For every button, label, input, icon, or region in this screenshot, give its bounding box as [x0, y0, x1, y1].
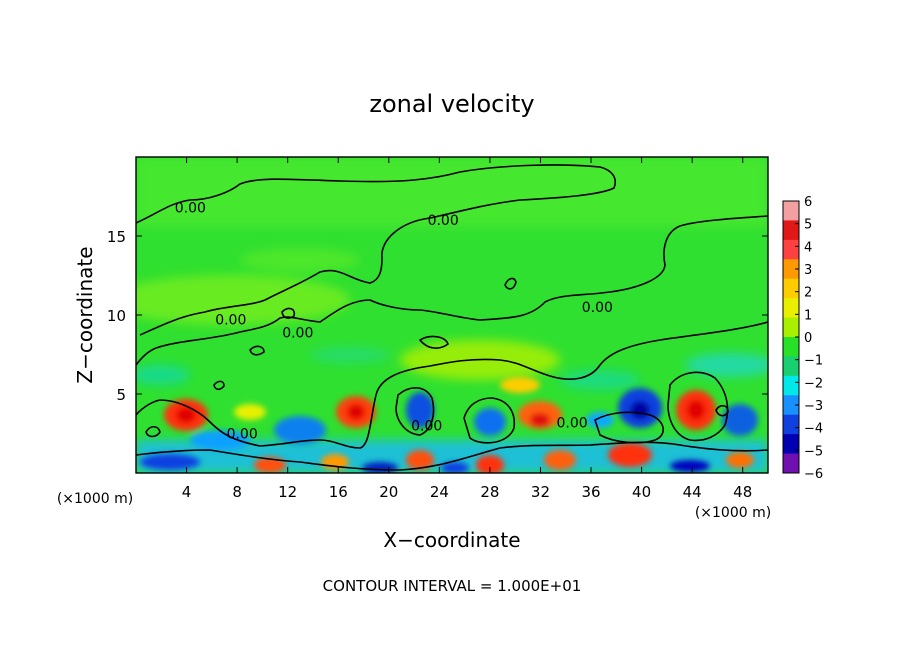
colorbar-tick-label-12: −6 — [804, 467, 823, 482]
colorbar-tick-label-10: −4 — [804, 422, 823, 437]
colorbar-swatch-1 — [783, 220, 799, 241]
x-axis-label: X−coordinate — [383, 528, 520, 552]
colorbar-tick-label-8: −2 — [804, 376, 823, 391]
contour-label-1: 0.00 — [428, 213, 459, 229]
contour-label-2: 0.00 — [215, 313, 246, 329]
colorbar-tick-label-2: 4 — [804, 240, 812, 255]
colorbar-swatch-4 — [783, 278, 799, 299]
y-axis-ticks: 5 10 15 — [107, 228, 126, 404]
colorbar-swatch-2 — [783, 239, 799, 260]
contour-interval-note: CONTOUR INTERVAL = 1.000E+01 — [323, 577, 582, 595]
x-tick-label-4: 20 — [379, 483, 398, 501]
colorbar-swatch-6 — [783, 317, 799, 338]
colorbar-swatch-12 — [783, 434, 799, 455]
colorbar-swatch-5 — [783, 298, 799, 319]
colorbar-swatch-9 — [783, 375, 799, 396]
colorbar-swatch-7 — [783, 337, 799, 357]
x-tick-label-0: 4 — [182, 483, 192, 501]
colorbar-tick-label-0: 6 — [804, 195, 812, 210]
contour-label-6: 0.00 — [411, 419, 442, 435]
x-tick-label-10: 44 — [683, 483, 702, 501]
x-unit-left: (×1000 m) — [57, 491, 133, 507]
x-tick-label-9: 40 — [632, 483, 651, 501]
contour-labels: 0.00 0.00 0.00 0.00 0.00 0.00 0.00 0.00 — [175, 201, 613, 443]
contour-label-7: 0.00 — [556, 415, 587, 431]
colorbar-tick-label-3: 3 — [804, 263, 812, 278]
chart-title: zonal velocity — [369, 90, 534, 118]
colorbar-swatch-10 — [783, 395, 799, 416]
colorbar-tick-label-1: 5 — [804, 218, 812, 233]
heatmap-field — [136, 157, 768, 473]
colorbar-swatch-11 — [783, 414, 799, 435]
y-tick-label-1: 10 — [107, 307, 126, 325]
y-tick-label-2: 15 — [107, 228, 126, 246]
x-tick-label-11: 48 — [733, 483, 752, 501]
colorbar-swatch-8 — [783, 356, 799, 377]
contour-label-5: 0.00 — [227, 427, 258, 443]
contour-label-0: 0.00 — [175, 201, 206, 217]
x-tick-label-1: 8 — [232, 483, 242, 501]
colorbar-tick-label-11: −5 — [804, 444, 823, 459]
x-tick-label-6: 28 — [480, 483, 499, 501]
colorbar-swatch-0 — [783, 201, 799, 221]
colorbar-tick-label-7: −1 — [804, 354, 823, 369]
colorbar-tick-label-6: 0 — [804, 331, 812, 346]
y-tick-label-0: 5 — [116, 386, 126, 404]
x-tick-label-2: 12 — [278, 483, 297, 501]
x-tick-label-7: 32 — [531, 483, 550, 501]
colorbar-tick-label-4: 2 — [804, 286, 812, 301]
y-axis-label: Z−coordinate — [73, 246, 97, 383]
contour-label-4: 0.00 — [582, 300, 613, 316]
colorbar-tick-label-5: 1 — [804, 308, 812, 323]
contour-lines — [136, 164, 768, 471]
x-tick-label-5: 24 — [430, 483, 449, 501]
x-axis-ticks: 4 8 12 16 20 24 28 32 36 40 44 48 — [182, 483, 752, 501]
colorbar: 6 5 4 3 2 1 0 −1 −2 −3 −4 −5 −6 — [782, 195, 823, 482]
colorbar-swatch-13 — [783, 453, 799, 474]
x-tick-label-3: 16 — [329, 483, 348, 501]
x-tick-label-8: 36 — [581, 483, 600, 501]
frame-ticks — [136, 157, 768, 473]
x-unit-right: (×1000 m) — [695, 505, 771, 521]
colorbar-swatch-3 — [783, 259, 799, 280]
contour-label-3: 0.00 — [282, 325, 313, 341]
colorbar-tick-label-9: −3 — [804, 399, 823, 414]
